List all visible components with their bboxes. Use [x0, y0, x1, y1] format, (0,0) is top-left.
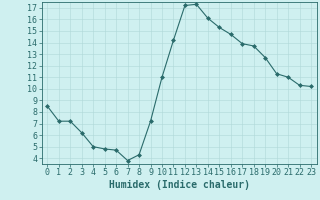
X-axis label: Humidex (Indice chaleur): Humidex (Indice chaleur)	[109, 180, 250, 190]
